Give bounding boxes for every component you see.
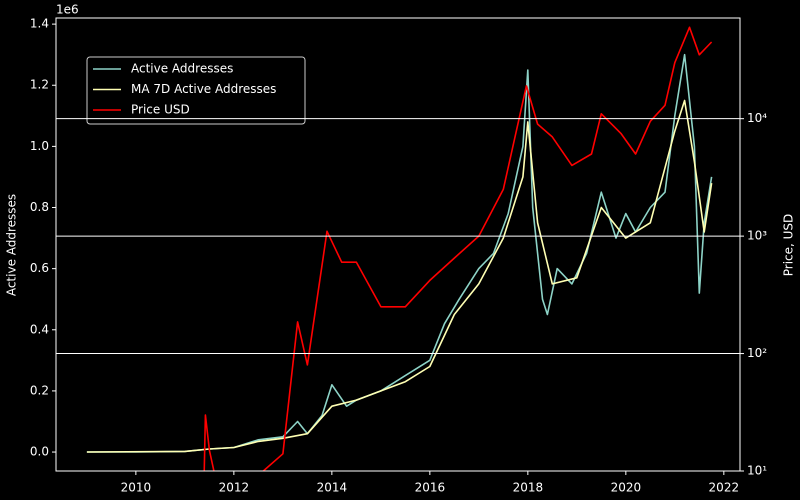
legend-label: Price USD	[131, 103, 190, 117]
x-tick-label: 2018	[513, 481, 544, 495]
y-tick-label: 1.2	[30, 78, 49, 92]
x-tick-label: 2010	[121, 481, 152, 495]
y-tick-label: 0.8	[30, 200, 49, 214]
y-tick-label: 0.2	[30, 383, 49, 397]
y-tick-label: 0.0	[30, 445, 49, 459]
offset-label: 1e6	[56, 3, 79, 17]
x-tick-label: 2020	[611, 481, 642, 495]
y2-tick-label: 10²	[747, 346, 767, 360]
y-tick-label: 1.4	[30, 17, 49, 31]
x-tick-label: 2016	[415, 481, 446, 495]
y-axis-label: Active Addresses	[5, 194, 19, 296]
y-tick-label: 0.4	[30, 322, 49, 336]
legend-box	[86, 56, 306, 125]
y-tick-label: 1.0	[30, 139, 49, 153]
legend: Active Addresses MA 7D Active Addresses Pr…	[86, 56, 306, 125]
legend-label: Active Addresses	[131, 62, 233, 76]
y-tick-label: 0.6	[30, 261, 49, 275]
plot-area	[86, 26, 713, 471]
x-tick-label: 2022	[709, 481, 740, 495]
x-tick-label: 2012	[219, 481, 250, 495]
y2-tick-label: 10¹	[747, 464, 767, 478]
y2-tick-label: 10⁴	[747, 111, 767, 125]
y2-axis-label: Price, USD	[782, 214, 796, 277]
x-tick-label: 2014	[317, 481, 348, 495]
legend-label: MA 7D Active Addresses	[131, 82, 276, 96]
series-line	[203, 26, 713, 471]
series-line	[86, 99, 713, 453]
y2-tick-label: 10³	[747, 229, 767, 243]
